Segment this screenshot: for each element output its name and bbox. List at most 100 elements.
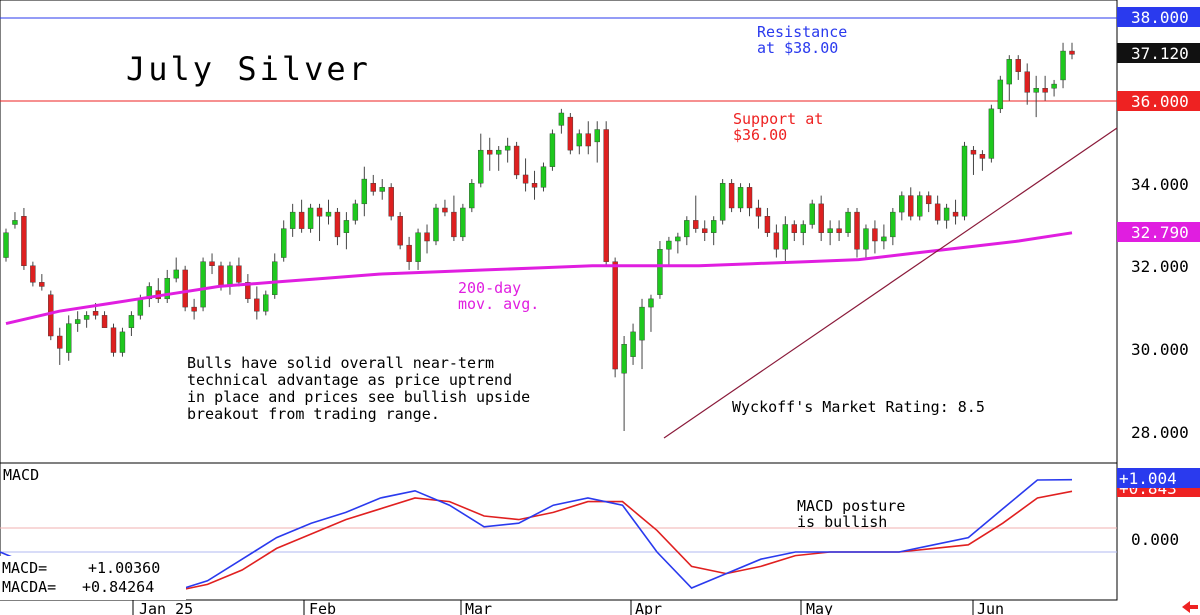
candle-body [872,228,878,242]
candle-body [370,182,376,192]
candle-body [540,166,547,188]
resistance-price-label: 38.000 [1131,8,1189,27]
macd-panel-title: MACD [3,466,39,484]
candle-body [719,182,726,221]
candle-body [657,249,663,295]
macda-readout-label: MACDA= [2,578,56,596]
candle-body [558,112,565,126]
candle-body [48,294,54,337]
y-tick-32: 32.000 [1131,257,1189,276]
candle-body [961,145,968,217]
candle-body [863,228,869,250]
candle-body [737,187,744,209]
macd-panel-frame [0,462,1118,601]
x-tick-feb: Feb [309,600,336,615]
candle-body [648,298,654,308]
candle-body [809,203,815,225]
candle-body [791,224,798,233]
candle-body [1042,88,1048,93]
candle-body [585,133,591,147]
candle-body [764,216,771,233]
candle-body [827,228,833,233]
candle-body [639,306,645,341]
candle-body [74,319,81,324]
candle-body [272,261,278,295]
candlestick-series [3,42,1075,431]
candle-body [406,244,412,262]
y-axis-ticks: 38.000 37.120 36.000 34.000 32.790 32.00… [1117,7,1200,442]
candle-body [666,240,672,250]
candle-body [881,236,887,242]
candle-body [316,207,323,217]
candle-body [773,232,780,250]
candle-body [39,282,45,287]
x-tick-may: May [806,600,833,615]
candle-body [451,211,457,238]
candle-body [191,306,197,312]
candle-body [352,203,359,221]
candle-body [245,282,251,300]
x-axis: Jan 25 Feb Mar Apr May Jun [132,600,1004,615]
candle-body [307,207,314,229]
candle-body [164,277,170,300]
candle-body [298,211,305,229]
candle-body [1051,83,1057,89]
candle-body [531,182,538,188]
macd-readout-value: +1.00360 [88,559,160,577]
candle-body [782,224,789,250]
candle-body [710,220,717,233]
scroll-left-arrow-icon[interactable] [1182,601,1198,613]
candle-body [280,228,287,258]
candle-body [325,211,332,217]
candle-body [101,315,108,328]
candle-body [925,195,932,205]
candle-body [684,220,690,238]
candle-body [675,236,681,242]
macd-annotation-line1: MACD posture [797,497,905,515]
candle-body [899,195,905,213]
candle-body [57,335,63,349]
candle-body [908,195,914,217]
macd-annotation-line2: is bullish [797,513,887,531]
candle-body [702,228,708,233]
candle-body [478,149,484,184]
comment-line4: breakout from trading range. [187,405,440,423]
x-tick-apr: Apr [635,600,662,615]
candle-body [415,232,421,262]
candle-body [66,323,72,353]
candle-body [594,129,600,143]
comment-line1: Bulls have solid overall near-term [187,354,494,372]
resistance-price-box [1117,7,1200,27]
support-price-label: 36.000 [1131,92,1189,111]
candle-body [236,265,242,283]
candle-body [1006,59,1012,85]
candle-body [218,265,224,287]
candle-body [952,211,959,217]
candle-body [890,211,896,238]
candle-body [388,187,394,217]
candle-body [460,207,466,238]
last-price-box [1117,43,1200,63]
comment-line3: in place and prices see bullish upside [187,388,530,406]
x-tick-jan: Jan 25 [139,600,193,615]
candle-body [979,154,986,159]
candle-body [746,187,753,209]
candle-body [693,220,699,229]
candle-body [227,265,233,287]
candle-body [424,232,430,242]
candle-body [576,133,583,147]
resistance-annotation-line1: Resistance [757,23,847,41]
x-tick-mar: Mar [465,600,492,615]
candle-body [513,145,520,176]
candle-body [854,211,860,250]
last-price-label: 37.120 [1131,44,1189,63]
x-tick-jun: Jun [977,600,1004,615]
candle-body [845,211,851,233]
candle-body [119,331,126,353]
y-tick-30: 30.000 [1131,340,1189,359]
candle-body [522,174,529,184]
macd-value-box [1117,468,1200,488]
candle-body [83,315,90,320]
candle-body [110,327,117,353]
